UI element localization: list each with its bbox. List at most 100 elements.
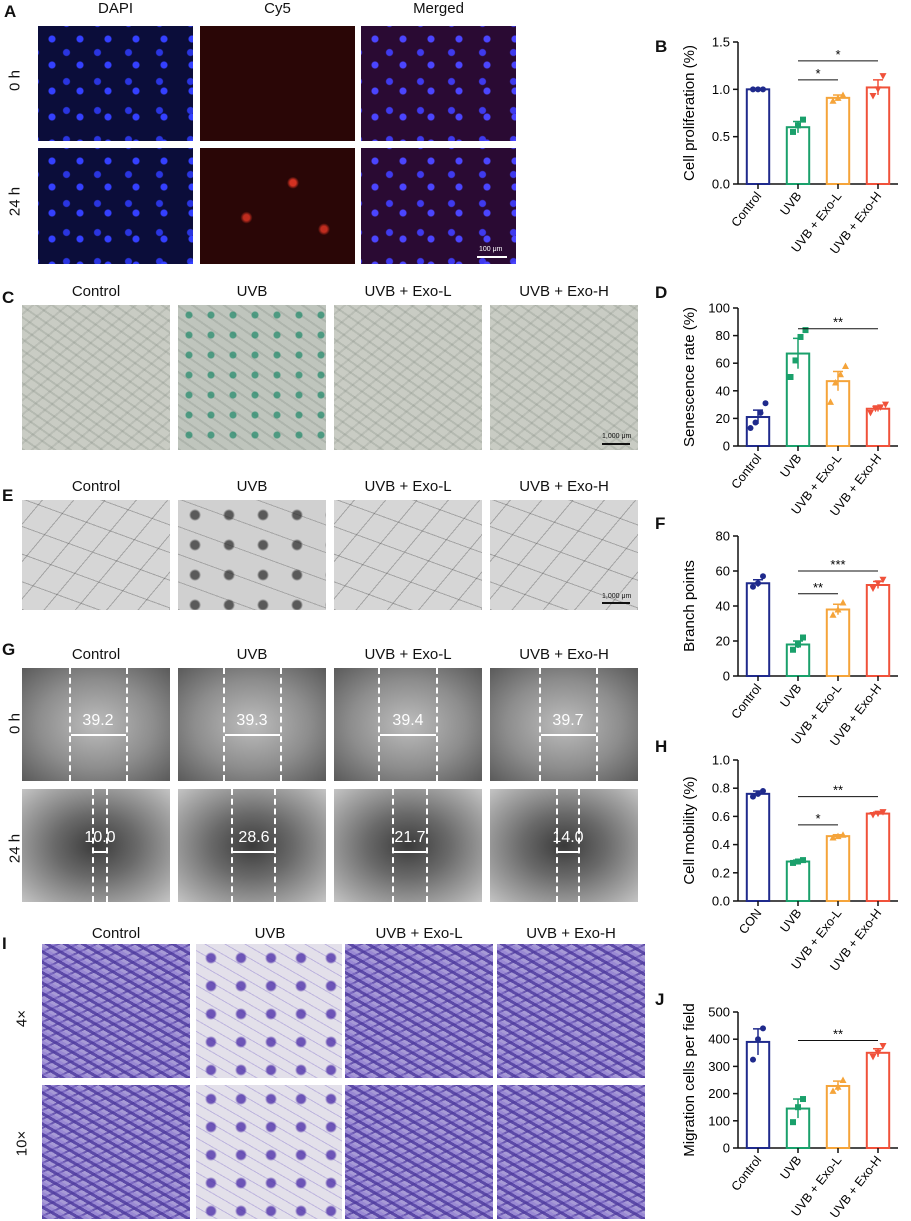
panel-label-h: H	[655, 737, 668, 756]
y-tick-label: 100	[708, 301, 730, 316]
x-tick-label: Control	[729, 451, 765, 491]
wound-width: 39.3	[236, 712, 268, 729]
bar	[865, 1051, 891, 1149]
data-point	[879, 73, 887, 80]
bar	[825, 835, 851, 902]
data-point	[747, 425, 754, 432]
micrograph-tube-exo-h: 1,000 μm	[490, 500, 638, 610]
data-point	[750, 793, 756, 800]
wound-width: 39.2	[82, 712, 114, 729]
x-tick-label: Control	[729, 189, 765, 229]
y-tick-label: 0.4	[712, 837, 730, 852]
wound-image-exo-l-24h: 21.7	[334, 789, 482, 902]
data-point	[827, 398, 834, 405]
data-point	[755, 580, 761, 587]
bar	[865, 86, 891, 185]
y-tick-label: 300	[708, 1059, 730, 1074]
data-point	[792, 357, 799, 364]
transwell-exo-l-4x	[345, 944, 493, 1078]
y-tick-label: 500	[708, 1005, 730, 1020]
y-axis-label: Branch points	[681, 560, 698, 652]
bar	[825, 608, 851, 677]
micrograph-dapi-24h	[38, 148, 193, 264]
data-point	[750, 86, 756, 93]
chart-b: 0.0 0.5 1.0 1.5 Cell proliferation (%) Contro…	[681, 35, 898, 257]
data-point	[829, 97, 837, 104]
data-point	[800, 1096, 806, 1103]
panel-i-col-uvb: UVB	[254, 925, 286, 942]
panel-g-col-exo-h: UVB + Exo-H	[519, 646, 609, 663]
data-point	[837, 370, 844, 378]
data-point	[800, 857, 806, 864]
y-tick-label: 40	[716, 383, 730, 398]
panel-label-e: E	[2, 486, 14, 505]
panel-e-col-exo-h: UVB + Exo-H	[519, 478, 609, 495]
y-tick-label: 80	[716, 328, 730, 343]
data-point	[760, 788, 766, 795]
y-tick-label: 20	[716, 411, 730, 426]
data-point	[874, 1049, 882, 1057]
data-point	[787, 374, 794, 380]
wound-image-control-24h: 10.0	[22, 789, 170, 902]
panel-label-j: J	[655, 990, 665, 1009]
data-point	[829, 1087, 837, 1094]
transwell-uvb-10x	[196, 1085, 342, 1219]
y-tick-label: 200	[708, 1086, 730, 1101]
significance-label: **	[813, 580, 823, 595]
data-point	[790, 859, 796, 866]
panel-g-col-control: Control	[71, 646, 121, 663]
panel-label-d: D	[655, 283, 668, 302]
data-point	[882, 401, 889, 409]
micrograph-dapi-0h	[38, 26, 193, 141]
data-point	[872, 405, 879, 413]
significance-label: ***	[830, 557, 845, 572]
bar	[785, 860, 811, 902]
micrograph-cy5-0h	[200, 26, 355, 141]
significance-label: *	[835, 47, 840, 62]
significance-label: *	[815, 66, 820, 81]
scale-bar	[602, 443, 630, 445]
panel-a-row-0h: 0 h	[6, 70, 24, 91]
data-point	[752, 419, 759, 426]
bar	[865, 584, 891, 677]
y-axis-label: Cell mobility (%)	[681, 776, 698, 884]
scale-bar-label: 1,000 μm	[602, 593, 632, 600]
y-tick-label: 400	[708, 1032, 730, 1047]
y-tick-label: 0	[723, 669, 730, 684]
data-point	[834, 1083, 842, 1090]
panel-label-a: A	[4, 2, 17, 21]
wound-image-exo-h-24h: 14.0	[490, 789, 638, 902]
data-point	[834, 606, 842, 613]
y-tick-label: 0.0	[712, 894, 730, 909]
panel-e-col-exo-l: UVB + Exo-L	[364, 478, 452, 495]
data-point	[755, 790, 761, 797]
chart-j: 0 100 200 300 400 500 Migration cells per fiel…	[681, 1003, 898, 1221]
panel-a-col-merged: Merged	[413, 0, 464, 17]
bar	[825, 96, 851, 185]
wound-width: 28.6	[238, 829, 270, 846]
panel-a-col-dapi: DAPI	[97, 0, 133, 17]
bar	[745, 1040, 771, 1149]
y-axis-label: Cell proliferation (%)	[681, 45, 698, 181]
scale-bar	[602, 602, 630, 604]
wound-image-uvb-0h: 39.3	[178, 668, 326, 781]
micrograph-tube-uvb	[178, 500, 326, 610]
micrograph-senescence-uvb	[178, 305, 326, 450]
x-tick-label: UVB	[778, 1153, 805, 1182]
data-point	[874, 580, 882, 587]
y-tick-label: 0.6	[712, 809, 730, 824]
panel-g-row-0h: 0 h	[6, 713, 24, 734]
panel-i-col-exo-h: UVB + Exo-H	[526, 925, 616, 942]
micrograph-tube-exo-l	[334, 500, 482, 610]
data-point	[874, 810, 882, 818]
wound-width: 39.7	[552, 712, 584, 729]
data-point	[757, 409, 764, 416]
data-point	[874, 86, 882, 93]
scale-bar-label: 100 μm	[479, 246, 503, 253]
significance-label: **	[833, 783, 843, 798]
data-point	[790, 128, 796, 135]
micrograph-merged-0h	[361, 26, 516, 141]
transwell-exo-l-10x	[345, 1085, 493, 1219]
data-point	[839, 599, 847, 606]
data-point	[842, 362, 849, 369]
